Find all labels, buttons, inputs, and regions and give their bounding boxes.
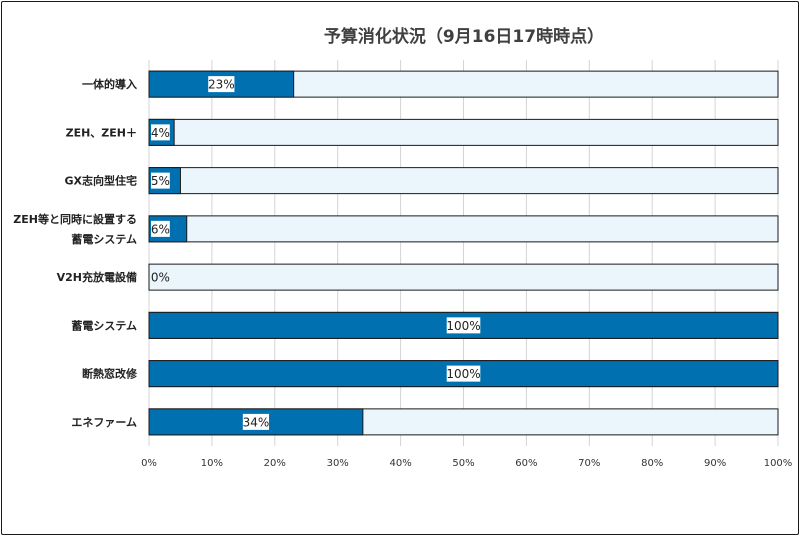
data-label: 6% — [151, 222, 170, 236]
data-label-box — [151, 172, 170, 189]
category-label: 一体的導入 — [82, 77, 137, 91]
x-tick-label: 10% — [201, 458, 223, 469]
data-label: 100% — [446, 319, 480, 333]
data-label-box — [242, 413, 270, 430]
x-tick-label: 100% — [764, 458, 793, 469]
data-label-box — [151, 220, 170, 237]
bar-remaining — [148, 215, 779, 243]
x-tick-label: 80% — [641, 458, 663, 469]
data-label-box — [208, 76, 235, 93]
category-label: 蓄電システム — [71, 232, 137, 246]
data-label: 4% — [151, 126, 170, 140]
data-label: 34% — [243, 415, 270, 429]
category-label: 断熱窓改修 — [82, 367, 138, 381]
x-tick-label: 90% — [704, 458, 726, 469]
data-label: 0% — [151, 271, 170, 285]
x-tick-label: 40% — [389, 458, 411, 469]
data-label-box — [446, 317, 481, 334]
category-label: エネファーム — [71, 416, 137, 429]
data-label-box — [151, 124, 170, 141]
category-label: 蓄電システム — [71, 318, 137, 332]
data-label: 23% — [208, 78, 235, 92]
x-axis: 0% 10% 20% 30% 40% 50% 60% 70% 80% 90% 100% — [141, 458, 792, 469]
grid-layer — [148, 60, 779, 446]
data-label: 5% — [151, 174, 170, 188]
x-tick-label: 50% — [452, 458, 474, 469]
category-label: V2H充放電設備 — [57, 270, 137, 284]
x-tick-label: 70% — [578, 458, 600, 469]
x-tick-label: 30% — [327, 458, 349, 469]
category-label: GX志向型住宅 — [64, 174, 137, 188]
category-label: ZEH、ZEH＋ — [66, 126, 137, 139]
category-label: ZEH等と同時に設置する — [13, 212, 137, 226]
bar-remaining — [148, 167, 779, 195]
bar-remaining — [148, 263, 779, 291]
bar-remaining — [148, 118, 779, 146]
labels-layer: 一体的導入 23% ZEH、ZEH＋ 4% GX志向型住宅 5% ZEH等と同時に設置する蓄… — [13, 76, 481, 430]
data-label: 100% — [446, 367, 480, 381]
chart-title: 予算消化状況（9月16日17時時点） — [324, 26, 604, 47]
x-tick-label: 0% — [141, 458, 157, 469]
data-label-box — [446, 365, 481, 382]
x-tick-label: 20% — [264, 458, 286, 469]
x-tick-label: 60% — [515, 458, 537, 469]
